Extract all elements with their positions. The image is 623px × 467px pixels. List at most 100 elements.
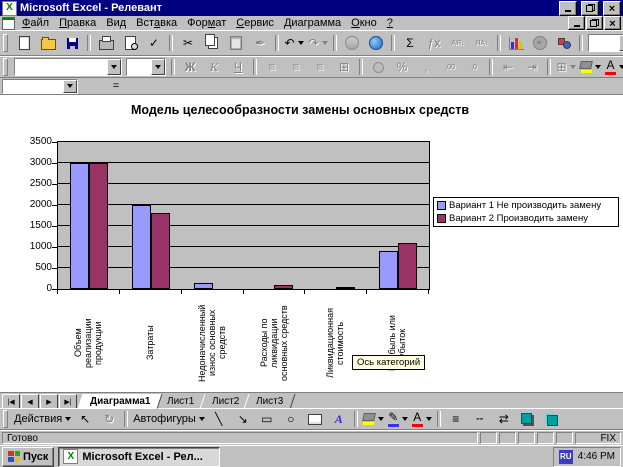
font-color-button[interactable]: А (410, 410, 434, 428)
sheet-tab-Диаграмма1[interactable]: Диаграмма1 (77, 394, 163, 409)
workbook-icon[interactable] (2, 16, 15, 30)
tab-scroll-next[interactable]: ▶ (40, 394, 58, 409)
line-color-button[interactable]: ✎ (386, 410, 410, 428)
bar-series2-cat4[interactable] (274, 285, 293, 289)
spelling-button[interactable]: ✓ (142, 33, 166, 53)
minimize-button[interactable] (559, 0, 577, 16)
clock[interactable]: 4:46 PM (577, 451, 615, 462)
font-name-combo[interactable] (14, 58, 122, 76)
font-size-dropdown[interactable] (151, 59, 165, 75)
copy-button[interactable] (200, 33, 224, 53)
workbook-restore-button[interactable] (586, 16, 603, 30)
merge-and-center-button[interactable]: ⊞ (332, 58, 356, 76)
bar-series2-cat6[interactable] (398, 243, 417, 289)
text-box-button[interactable] (303, 410, 327, 428)
format-painter-button[interactable]: ✒ (248, 33, 272, 53)
name-box[interactable] (2, 78, 78, 94)
oval-button[interactable]: ○ (279, 410, 303, 428)
bar-series1-cat3[interactable] (194, 283, 213, 289)
name-box-dropdown[interactable] (63, 79, 77, 93)
toolbar-drag-handle[interactable] (3, 34, 8, 52)
sort-descending-button[interactable]: ЯА↓ (470, 33, 494, 53)
align-center-button[interactable]: ≡ (284, 58, 308, 76)
font-color-button[interactable]: А (603, 58, 623, 76)
open-file-button[interactable] (36, 33, 60, 53)
chart-title[interactable]: Модель целесообразности замены основных … (130, 103, 470, 117)
decrease-decimal-button[interactable]: ,0 (462, 58, 486, 76)
menu-item-Вид[interactable]: Ви д (106, 17, 127, 29)
sort-ascending-button[interactable]: АЯ↓ (446, 33, 470, 53)
cut-button[interactable]: ✂ (176, 33, 200, 53)
sheet-tab-Лист3[interactable]: Лист3 (243, 394, 296, 409)
fill-color-button[interactable] (361, 410, 386, 428)
menu-item-?[interactable]: ? (386, 17, 393, 29)
select-objects-button[interactable]: ↖ (73, 410, 97, 428)
underline-button[interactable]: Ч (226, 58, 250, 76)
start-button[interactable]: Пуск (2, 446, 55, 467)
toolbar-drag-handle[interactable] (3, 410, 8, 428)
line-button[interactable]: ╲ (207, 410, 231, 428)
dash-style-button[interactable]: ╌ (468, 410, 492, 428)
wordart-button[interactable]: А (327, 410, 351, 428)
align-left-button[interactable]: ≡ (260, 58, 284, 76)
font-name-dropdown[interactable] (107, 59, 121, 75)
decrease-indent-button[interactable]: ⇤ (496, 58, 520, 76)
autoshapes-menu-button[interactable]: Автофигуры (131, 410, 207, 428)
chart-sheet[interactable]: Модель целесообразности замены основных … (0, 95, 623, 392)
redo-button[interactable]: ↷ (306, 33, 330, 53)
free-rotate-button[interactable]: ↻ (97, 410, 121, 428)
legend[interactable]: Вариант 1 Не производить замену Вариант 2… (433, 197, 619, 227)
borders-button[interactable]: ⊞ (554, 58, 578, 76)
arrow-button[interactable]: ↘ (231, 410, 255, 428)
zoom-combo[interactable] (588, 34, 623, 52)
increase-decimal-button[interactable]: ,00 (438, 58, 462, 76)
tab-scroll-first[interactable]: |◀ (2, 394, 20, 409)
font-size-combo[interactable] (126, 58, 166, 76)
menu-item-Вставка[interactable]: Вст а вка (136, 17, 178, 29)
legend-entry[interactable]: Вариант 2 Производить замену (437, 213, 615, 224)
threed-button[interactable] (540, 410, 564, 428)
percent-style-button[interactable]: % (390, 58, 414, 76)
bar-series2-cat1[interactable] (89, 163, 108, 289)
print-preview-button[interactable] (118, 33, 142, 53)
equals-button[interactable]: = (106, 78, 126, 94)
web-toolbar-button[interactable] (364, 33, 388, 53)
restore-button[interactable] (581, 0, 599, 16)
print-button[interactable] (94, 33, 118, 53)
arrow-style-button[interactable]: ⇄ (492, 410, 516, 428)
rectangle-button[interactable]: ▭ (255, 410, 279, 428)
legend-entry[interactable]: Вариант 1 Не производить замену (437, 200, 615, 211)
zoom-dropdown[interactable] (619, 35, 623, 51)
tab-scroll-last[interactable]: ▶| (59, 394, 77, 409)
currency-style-button[interactable] (366, 58, 390, 76)
bar-series2-cat5[interactable] (336, 287, 355, 289)
tab-scroll-prev[interactable]: ◀ (21, 394, 39, 409)
align-right-button[interactable]: ≡ (308, 58, 332, 76)
draw-menu-button[interactable]: Действия (12, 410, 73, 428)
new-file-button[interactable] (12, 33, 36, 53)
drawing-button[interactable] (552, 33, 576, 53)
line-style-button[interactable]: ≡ (444, 410, 468, 428)
shadow-button[interactable] (516, 410, 540, 428)
bar-series1-cat6[interactable] (379, 251, 398, 289)
comma-style-button[interactable]: , (414, 58, 438, 76)
italic-button[interactable]: К (202, 58, 226, 76)
plot-area[interactable] (57, 141, 430, 290)
workbook-close-button[interactable] (604, 16, 621, 30)
save-button[interactable] (60, 33, 84, 53)
menu-item-Формат[interactable]: Фор м ат (187, 17, 227, 29)
bar-series1-cat1[interactable] (70, 163, 89, 289)
autosum-button[interactable]: Σ (398, 33, 422, 53)
taskbar-task-excel[interactable]: Microsoft Excel - Рел... (58, 446, 221, 467)
fill-color-button[interactable] (578, 58, 603, 76)
bar-series1-cat2[interactable] (132, 205, 151, 289)
paste-function-button[interactable]: ƒx (422, 33, 446, 53)
workbook-minimize-button[interactable] (568, 16, 585, 30)
bold-button[interactable]: Ж (178, 58, 202, 76)
insert-hyperlink-button[interactable] (340, 33, 364, 53)
